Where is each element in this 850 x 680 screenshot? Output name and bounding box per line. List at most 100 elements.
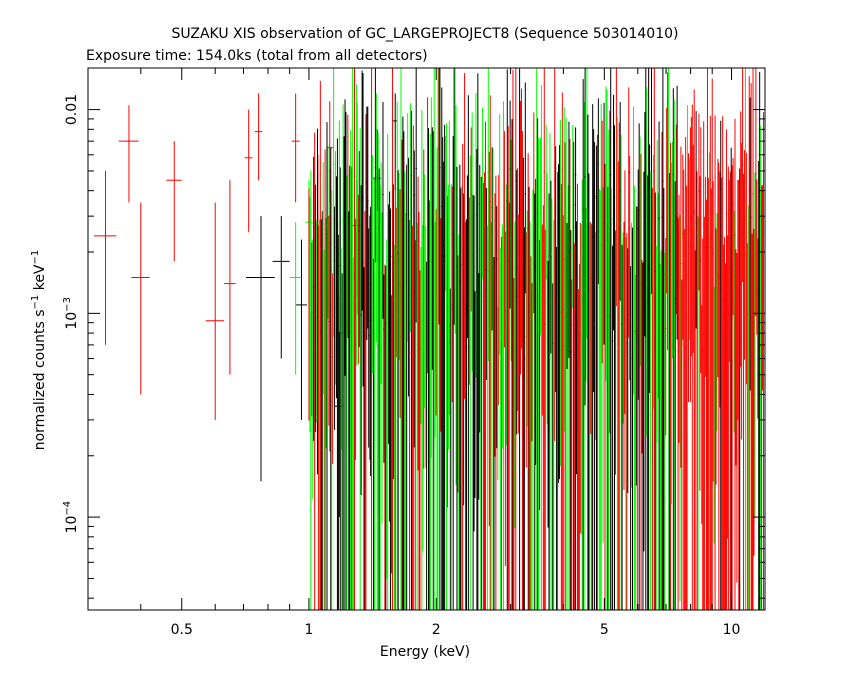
chart-subtitle: Exposure time: 154.0ks (total from all d… bbox=[86, 48, 428, 64]
data-points bbox=[94, 68, 765, 610]
data-point-red-6 bbox=[244, 109, 253, 233]
spectrum-bin-343 bbox=[633, 185, 636, 610]
spectrum-bin-227 bbox=[523, 227, 526, 610]
spectrum-bin-291 bbox=[584, 68, 586, 406]
spectrum-bin-329 bbox=[620, 134, 622, 610]
x-tick-label-2: 2 bbox=[432, 622, 441, 638]
spectrum-bin-174 bbox=[473, 195, 475, 532]
data-point-red-4 bbox=[205, 202, 225, 420]
spectrum-bin-256 bbox=[551, 198, 553, 610]
spectrum-bin-164 bbox=[463, 73, 466, 399]
y-tick-base: 10 bbox=[64, 312, 80, 330]
data-point-red-7 bbox=[254, 93, 263, 181]
spectrum-bin-447 bbox=[732, 157, 734, 316]
spectrum-bin-369 bbox=[658, 121, 660, 610]
spectrum-bin-51 bbox=[356, 102, 359, 315]
spectrum-bin-393 bbox=[681, 279, 683, 610]
spectrum-bin-25 bbox=[331, 273, 334, 465]
data-point-red-3 bbox=[166, 141, 182, 262]
spectrum-bin-198 bbox=[496, 206, 498, 449]
data-point-red-2 bbox=[131, 202, 150, 395]
spectrum-bin-178 bbox=[477, 73, 479, 610]
spectrum-bin-457 bbox=[741, 68, 744, 283]
spectrum-bin-373 bbox=[662, 68, 664, 610]
y-tick-exponent: −3 bbox=[62, 297, 73, 312]
spectrum-bin-267 bbox=[561, 92, 564, 610]
spectrum-bin-108 bbox=[410, 111, 413, 610]
spectrum-bin-428 bbox=[714, 115, 716, 610]
spectrum-bin-388 bbox=[676, 85, 678, 340]
spectrum-bin-323 bbox=[614, 230, 617, 475]
spectrum-bin-243 bbox=[538, 240, 541, 511]
spectrum-bin-281 bbox=[574, 127, 577, 610]
spectrum-bin-245 bbox=[540, 85, 543, 610]
spectrum-bin-113 bbox=[415, 68, 417, 323]
spectrum-bin-46 bbox=[351, 68, 354, 610]
spectrum-bin-201 bbox=[498, 114, 501, 355]
spectrum-bin-283 bbox=[576, 183, 579, 610]
x-axis-label: Energy (keV) bbox=[380, 644, 470, 660]
data-point-black-2 bbox=[295, 239, 308, 420]
spectrum-bin-62 bbox=[367, 106, 369, 329]
data-point-green-0 bbox=[289, 222, 302, 375]
spectrum-bin-48 bbox=[353, 68, 356, 610]
y-axis-label: normalized counts s−1 keV−1 bbox=[30, 250, 48, 451]
spectrum-bin-111 bbox=[413, 150, 416, 448]
spectrum-bin-105 bbox=[407, 157, 410, 397]
spectrum-bin-30 bbox=[336, 138, 339, 610]
spectrum-bin-277 bbox=[571, 279, 573, 610]
spectrum-bin-237 bbox=[533, 112, 535, 314]
data-point-red-8 bbox=[291, 93, 300, 203]
spectrum-bin-279 bbox=[572, 141, 575, 610]
spectrum-bin-318 bbox=[609, 68, 612, 610]
spectrum-bin-466 bbox=[750, 83, 752, 610]
spectrum-bin-426 bbox=[712, 181, 714, 482]
data-point-black-1 bbox=[272, 216, 290, 359]
x-tick-label-3: 5 bbox=[600, 622, 609, 638]
spectrum-bin-67 bbox=[371, 155, 374, 374]
spectrum-bin-275 bbox=[569, 138, 571, 610]
spectrum-bin-472 bbox=[756, 179, 758, 335]
spectrum-bin-132 bbox=[433, 68, 435, 610]
spectrum-bin-305 bbox=[597, 98, 600, 285]
spectrum-bin-12 bbox=[319, 80, 322, 610]
x-tick-label-0: 0.5 bbox=[171, 622, 193, 638]
spectrum-bin-194 bbox=[492, 148, 494, 610]
spectrum-bin-301 bbox=[593, 142, 596, 610]
spectrum-bin-166 bbox=[465, 219, 468, 610]
spectrum-bin-248 bbox=[543, 68, 546, 610]
spectrum-bin-215 bbox=[512, 69, 514, 610]
spectrum-bin-228 bbox=[524, 82, 527, 294]
spectrum-bin-138 bbox=[439, 68, 441, 610]
spectrum-bin-88 bbox=[391, 68, 394, 610]
spectrum-bin-57 bbox=[362, 72, 364, 387]
spectrum-bin-479 bbox=[762, 112, 765, 610]
y-tick-label-0: 0.01 bbox=[64, 94, 80, 125]
spectrum-bin-55 bbox=[360, 185, 362, 495]
spectrum-bin-78 bbox=[382, 102, 384, 319]
spectrum-bin-364 bbox=[653, 68, 656, 610]
spectrum-bin-191 bbox=[489, 95, 491, 610]
spectrum-bins bbox=[308, 68, 765, 610]
y-tick-label-1: 10−3 bbox=[62, 297, 80, 330]
spectrum-bin-436 bbox=[721, 116, 724, 610]
spectrum-bin-338 bbox=[628, 155, 631, 381]
data-point-red-5 bbox=[224, 180, 236, 375]
data-point-black-0 bbox=[246, 216, 275, 482]
y-tick-base: 10 bbox=[64, 516, 80, 534]
data-point-red-0 bbox=[94, 170, 117, 345]
spectrum-bin-26 bbox=[332, 68, 335, 338]
spectrum-bin-468 bbox=[752, 68, 754, 610]
spectrum-bin-148 bbox=[448, 120, 451, 416]
x-tick-label-1: 1 bbox=[304, 622, 313, 638]
spectrum-bin-413 bbox=[700, 127, 702, 373]
spectrum-bin-249 bbox=[544, 229, 546, 610]
spectrum-bin-376 bbox=[664, 238, 667, 436]
spectrum-bin-106 bbox=[408, 219, 411, 610]
y-tick-exponent: −4 bbox=[62, 501, 73, 516]
data-point-red-1 bbox=[118, 105, 139, 203]
spectrum-bin-320 bbox=[611, 245, 614, 610]
plot-frame bbox=[87, 67, 766, 611]
